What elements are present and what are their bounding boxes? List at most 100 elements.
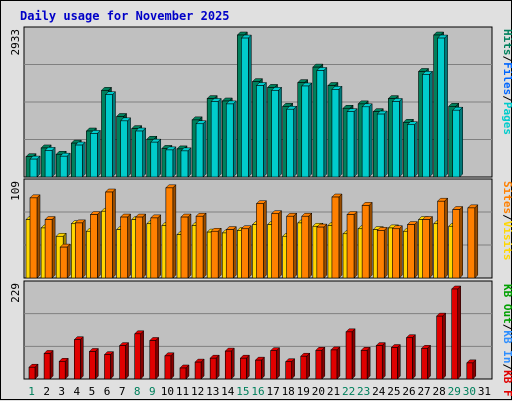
kb-bar-side (457, 285, 461, 380)
sites-bar (150, 217, 159, 279)
sites-bar-side (399, 225, 403, 279)
legend-separator: / (501, 364, 512, 371)
kb-bar-side (170, 352, 175, 380)
files-bar (361, 106, 370, 178)
kb-bar-side (49, 349, 54, 380)
sites-bar (422, 219, 430, 279)
files-bar-side (187, 147, 192, 178)
files-bar (346, 111, 355, 178)
sites-bar-side (157, 214, 162, 279)
sites-bar-side (97, 210, 101, 279)
sites-bar-side (323, 223, 328, 279)
kb-bar-side (215, 354, 220, 380)
kb-bar (194, 361, 202, 380)
sites-bar-side (51, 215, 56, 279)
files-bar-side (202, 120, 207, 178)
legend-separator: / (501, 214, 512, 221)
files-bar-side (414, 121, 418, 178)
files-bar-side (66, 152, 71, 178)
kb-bar (330, 349, 338, 380)
x-tick-label: 23 (357, 385, 370, 398)
x-tick-label: 3 (58, 385, 65, 398)
sites-bar (90, 214, 98, 279)
sites-bar (241, 228, 249, 279)
x-tick-label: 2 (43, 385, 50, 398)
sites-bar-side (383, 226, 388, 279)
files-bar-side (51, 146, 56, 178)
sites-bar-side (127, 213, 131, 279)
files-bar (74, 144, 83, 178)
x-tick-label: 14 (221, 385, 235, 398)
sites-bar (361, 205, 370, 279)
x-tick-label: 21 (327, 385, 340, 398)
files-bar-side (142, 127, 146, 178)
files-bar (59, 155, 68, 178)
files-bar (90, 133, 98, 178)
files-bar-side (112, 91, 116, 178)
x-tick-label: 9 (149, 385, 156, 398)
y-max-label-kbf: 229 (9, 283, 22, 303)
x-tick-label: 13 (206, 385, 219, 398)
sites-bar (29, 197, 38, 279)
sites-bar (59, 246, 68, 279)
kb-bar (466, 362, 474, 380)
files-bar-side (383, 110, 388, 178)
legend-hits: Hits/Files/Pages (501, 29, 512, 135)
files-bar-side (263, 81, 267, 178)
sites-bar-side (353, 210, 358, 279)
sites-bar-side (444, 197, 448, 279)
kb-bar (421, 348, 428, 380)
sites-bar-side (233, 225, 237, 279)
sites-bar (271, 213, 279, 279)
sites-bar (286, 215, 294, 279)
sites-bar (376, 230, 385, 279)
kb-bar (134, 333, 141, 380)
kb-bar (164, 355, 172, 380)
kb-bar (73, 339, 81, 380)
y-max-label-visits: 109 (9, 181, 22, 201)
kb-bar-side (366, 346, 371, 380)
files-bar-side (172, 146, 177, 178)
chart-title: Daily usage for November 2025 (20, 9, 230, 23)
kb-bar-side (306, 352, 310, 380)
x-tick-label: 30 (463, 385, 476, 398)
legend-visits: Visits (501, 221, 512, 261)
kb-bar (255, 359, 262, 380)
sites-bar-side (474, 204, 479, 279)
kb-bar (179, 367, 187, 380)
files-bar (452, 109, 461, 178)
files-bar (120, 120, 128, 178)
legend-sites: Sites (501, 181, 512, 214)
legend-kbin: KB In (501, 330, 512, 363)
kb-bar-side (64, 357, 69, 380)
legend-kbout: KB Out (501, 284, 512, 324)
files-bar (256, 85, 264, 178)
kb-bar (436, 315, 443, 380)
kb-bar-side (321, 346, 326, 380)
files-bar (135, 130, 143, 178)
legend-separator: / (501, 95, 512, 102)
kb-bar-side (155, 336, 160, 380)
files-bar-side (36, 155, 41, 178)
kb-bar (375, 345, 383, 380)
files-bar (286, 108, 294, 178)
kb-bar (360, 350, 368, 380)
files-bar-side (353, 108, 358, 178)
files-bar-side (127, 117, 131, 178)
kb-bar (58, 361, 66, 380)
sites-bar-side (202, 212, 207, 279)
legend-files: Files (501, 62, 512, 95)
kb-bar (451, 288, 459, 380)
files-bar (195, 123, 204, 178)
x-tick-label: 19 (297, 385, 310, 398)
sites-bar-side (82, 219, 86, 279)
kb-bar (119, 345, 126, 380)
kb-bar-side (291, 358, 295, 380)
sites-bar (120, 216, 128, 279)
sites-bar-side (36, 194, 41, 279)
sites-bar-side (112, 188, 116, 279)
x-tick-label: 10 (161, 385, 174, 398)
sites-bar (105, 191, 113, 279)
kb-bar-side (276, 347, 280, 380)
